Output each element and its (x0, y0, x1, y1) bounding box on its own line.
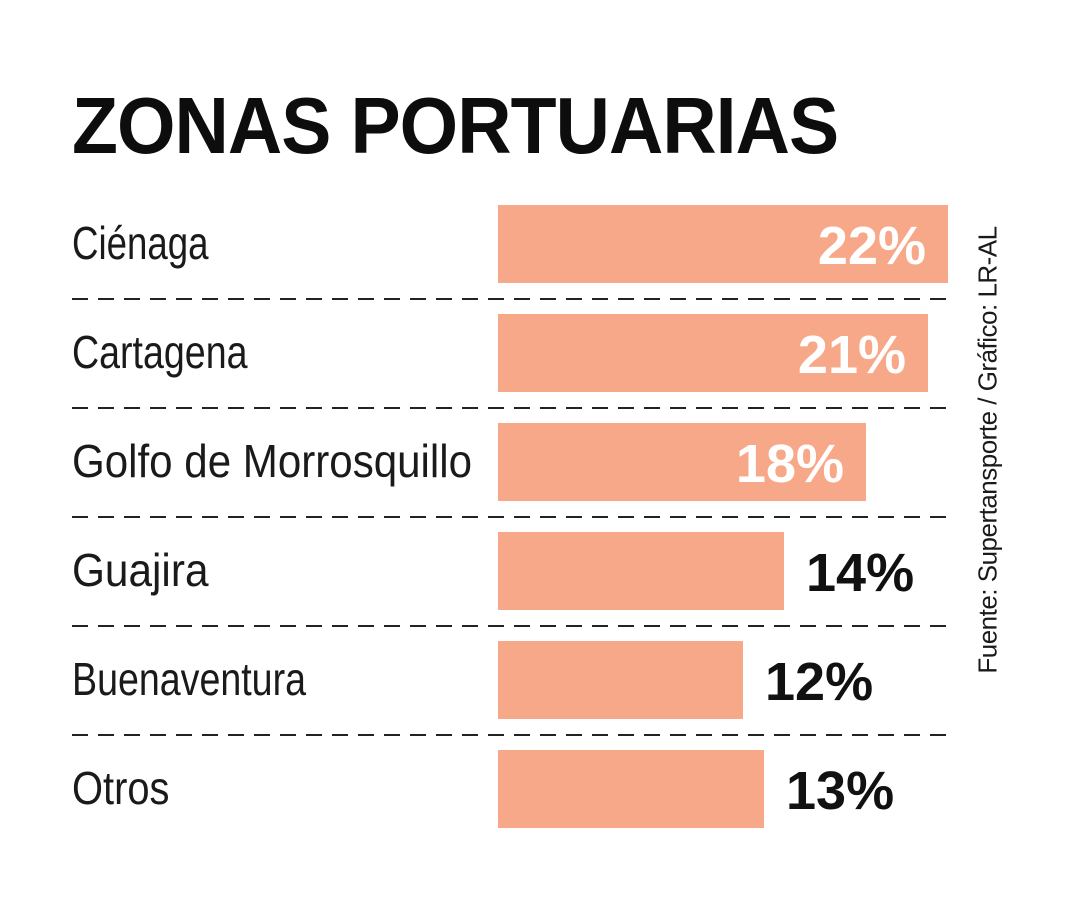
source-credit: Fuente: Supertansporte / Gráfico: LR-AL (972, 226, 1003, 674)
bar (498, 641, 743, 719)
bar (498, 750, 764, 828)
category-label: Guajira (72, 544, 209, 596)
value-label: 18% (736, 434, 844, 494)
bar (498, 423, 866, 501)
category-label: Golfo de Morrosquillo (72, 435, 472, 487)
chart-title: ZONAS PORTUARIAS (72, 81, 839, 170)
value-label: 14% (806, 543, 914, 603)
category-label: Otros (72, 762, 170, 814)
bar (498, 205, 948, 283)
category-label: Cartagena (72, 326, 248, 378)
value-label: 21% (798, 325, 906, 385)
bar (498, 532, 784, 610)
value-label: 13% (786, 761, 894, 821)
value-label: 22% (818, 216, 926, 276)
category-label: Ciénaga (72, 217, 209, 269)
value-label: 12% (765, 652, 873, 712)
category-label: Buenaventura (72, 653, 306, 705)
bar (498, 314, 928, 392)
